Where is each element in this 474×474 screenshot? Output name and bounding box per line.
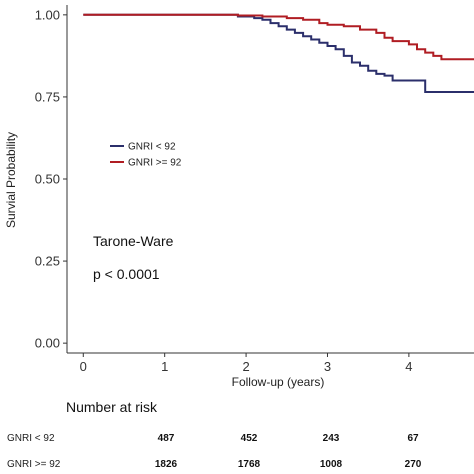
risk-table-title: Number at risk [66, 399, 158, 415]
risk-group-label: GNRI < 92 [7, 433, 55, 444]
series-line-gnri-below-92 [83, 13, 474, 93]
legend-label: GNRI >= 92 [128, 158, 182, 169]
risk-value: 452 [241, 433, 258, 444]
y-tick-label: 1.00 [35, 7, 60, 22]
y-tick-label: 0.50 [35, 172, 60, 187]
y-tick-label: 0.00 [35, 336, 60, 351]
risk-value: 67 [407, 433, 419, 444]
risk-value: 1008 [320, 459, 343, 470]
p-value-annotation: p < 0.0001 [93, 266, 160, 282]
test-name-annotation: Tarone-Ware [93, 233, 174, 249]
series-line-gnri-at-least-92 [83, 13, 474, 61]
risk-value: 270 [405, 459, 422, 470]
legend: GNRI < 92 GNRI >= 92 [110, 142, 182, 169]
risk-table: GNRI < 92 487 452 243 67 GNRI >= 92 1826 1768 10… [7, 433, 422, 470]
x-tick-label: 3 [324, 359, 331, 374]
risk-value: 487 [158, 433, 175, 444]
y-tick-label: 0.25 [35, 254, 60, 269]
risk-value: 243 [323, 433, 340, 444]
x-tick-label: 1 [161, 359, 168, 374]
x-tick-label: 2 [242, 359, 249, 374]
legend-label: GNRI < 92 [128, 142, 176, 153]
risk-group-label: GNRI >= 92 [7, 459, 61, 470]
x-tick-label: 0 [80, 359, 87, 374]
x-tick-label: 4 [405, 359, 412, 374]
y-axis-title: Survial Probability [4, 132, 18, 228]
survival-curves [83, 13, 474, 93]
x-axis-title: Follow-up (years) [232, 375, 325, 389]
y-tick-label: 0.75 [35, 89, 60, 104]
risk-value: 1826 [155, 459, 178, 470]
axes: 0.00 0.25 0.50 0.75 1.00 0 1 2 3 4 [35, 5, 474, 374]
risk-value: 1768 [238, 459, 261, 470]
